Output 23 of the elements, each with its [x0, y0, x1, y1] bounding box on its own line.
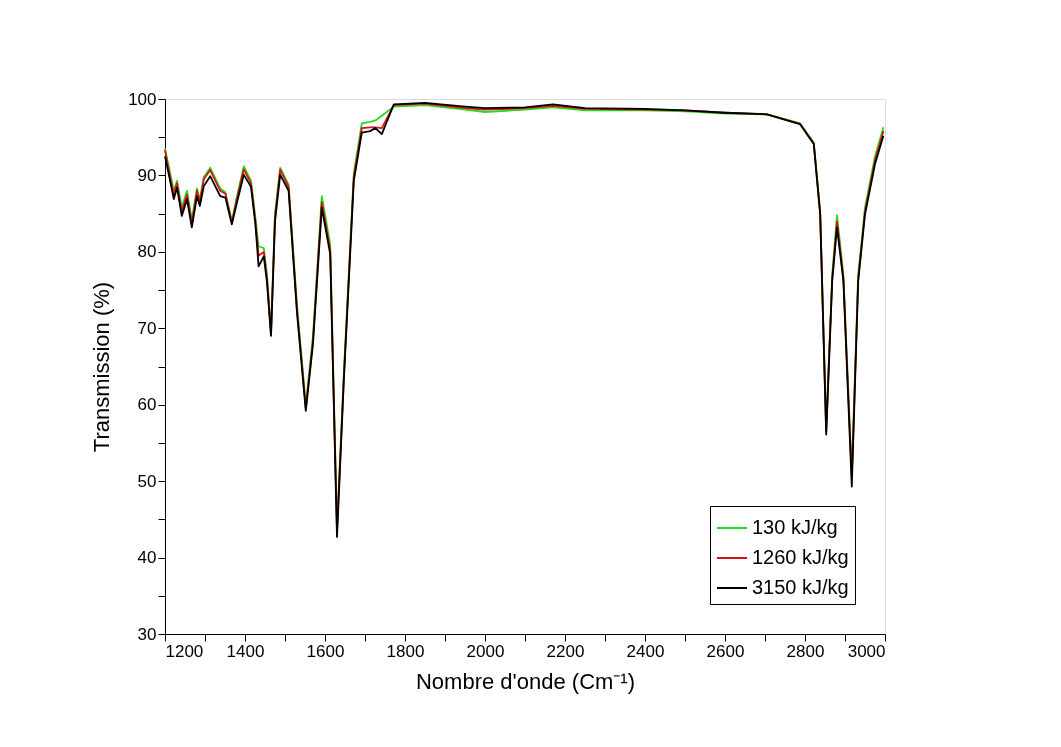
- legend-label: 130 kJ/kg: [752, 516, 838, 538]
- x-tick-label: 2000: [466, 641, 505, 661]
- x-tick-label: 2800: [786, 641, 825, 661]
- legend-label: 1260 kJ/kg: [752, 546, 849, 568]
- y-tick-label: 90: [137, 165, 157, 185]
- y-tick-label: 50: [137, 471, 157, 491]
- x-tick-label: 2600: [706, 641, 745, 661]
- x-tick-label: 1400: [226, 641, 265, 661]
- y-tick-label: 60: [137, 395, 157, 415]
- x-tick-label: 1200: [165, 641, 204, 661]
- x-tick-label: 2400: [626, 641, 665, 661]
- y-tick-label: 30: [137, 624, 157, 644]
- y-axis-title: Transmission (%): [89, 281, 115, 453]
- y-tick-label: 70: [137, 318, 157, 338]
- y-tick-label: 100: [128, 89, 157, 109]
- x-tick-label: 1600: [306, 641, 345, 661]
- y-tick-label: 40: [137, 548, 157, 568]
- y-tick-label: 80: [137, 242, 157, 262]
- x-tick-label: 1800: [386, 641, 425, 661]
- x-tick-label: 2200: [546, 641, 585, 661]
- x-axis-title: Nombre d'onde (Cm⁻¹): [415, 668, 636, 694]
- legend-label: 3150 kJ/kg: [752, 576, 849, 598]
- x-tick-label: 3000: [847, 641, 886, 661]
